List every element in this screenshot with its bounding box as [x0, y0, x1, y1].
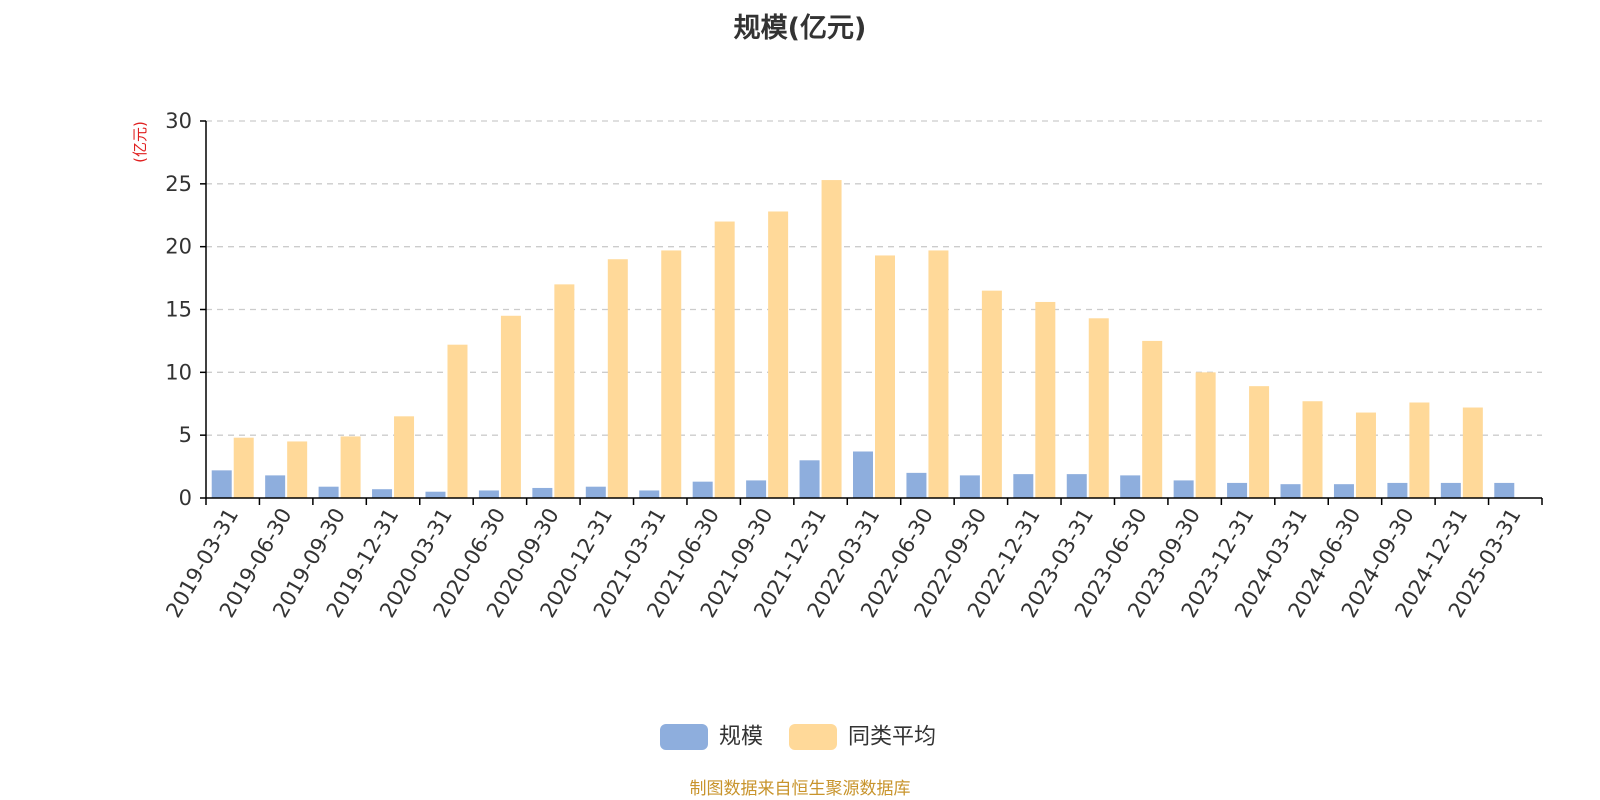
bar-peer-avg [1355, 412, 1376, 498]
bar-scale [372, 489, 393, 498]
bar-scale [746, 480, 767, 498]
bar-scale [959, 475, 980, 498]
y-axis-label: (亿元) [131, 121, 149, 163]
legend-swatch [789, 724, 837, 750]
bar-scale [639, 490, 660, 498]
y-tick-label: 0 [179, 486, 192, 510]
bar-scale [853, 451, 873, 498]
bar-scale [1013, 474, 1034, 498]
bar-scale [799, 460, 820, 498]
legend-label: 规模 [719, 725, 763, 750]
y-tick-label: 20 [165, 235, 192, 259]
bar-scale [478, 490, 499, 498]
bar-peer-avg [821, 180, 842, 498]
bar-scale [1494, 482, 1515, 498]
bar-peer-avg [1409, 402, 1430, 498]
bar-peer-avg [1142, 340, 1163, 498]
bar-peer-avg [1195, 372, 1216, 498]
y-tick-label: 10 [165, 360, 192, 384]
bar-scale [265, 475, 286, 498]
bar-scale [1280, 484, 1301, 498]
bar-peer-avg [340, 436, 361, 498]
bar-scale [1173, 480, 1194, 498]
bar-scale [318, 486, 339, 498]
bar-peer-avg [1462, 407, 1483, 498]
bar-scale [425, 491, 446, 498]
bar-peer-avg [607, 259, 628, 498]
bar-peer-avg [233, 437, 254, 498]
bar-scale [1440, 482, 1461, 498]
bar-scale [1387, 482, 1408, 498]
grid-lines [206, 120, 1542, 436]
bar-scale [211, 470, 232, 498]
bar-peer-avg [287, 441, 308, 498]
bar-peer-avg [1035, 301, 1056, 498]
bar-peer-avg [1302, 401, 1323, 498]
bar-scale [906, 472, 927, 498]
y-tick-label: 5 [179, 423, 192, 447]
bar-scale [1333, 484, 1354, 498]
source-note: 制图数据来自恒生聚源数据库 [689, 779, 911, 799]
bar-scale [1066, 474, 1087, 498]
bar-scale [585, 486, 606, 498]
legend-label: 同类平均 [848, 725, 936, 750]
bar-peer-avg [661, 250, 682, 498]
bar-peer-avg [714, 221, 735, 499]
bar-peer-avg [1088, 318, 1109, 498]
bar-peer-avg [981, 290, 1002, 498]
bar-peer-avg [500, 315, 521, 498]
bar-scale [532, 487, 553, 498]
bar-scale [692, 481, 713, 498]
y-tick-label: 30 [165, 109, 192, 133]
y-tick-label: 15 [165, 298, 192, 322]
legend: 规模 同类平均 [660, 724, 936, 750]
y-tick-label: 25 [165, 172, 192, 196]
bar-peer-avg [554, 284, 575, 498]
bar-scale [1227, 482, 1248, 498]
chart-title: 规模(亿元) [733, 13, 867, 44]
bar-peer-avg [928, 250, 949, 498]
bar-peer-avg [447, 344, 468, 498]
bars [211, 180, 1515, 499]
axes: 0510152025302019-03-312019-06-302019-09-… [161, 109, 1543, 622]
bar-scale [1120, 475, 1141, 498]
bar-peer-avg [1249, 386, 1270, 498]
legend-swatch [660, 724, 708, 750]
bar-peer-avg [875, 255, 895, 498]
bar-peer-avg [394, 416, 415, 498]
bar-peer-avg [768, 211, 789, 499]
